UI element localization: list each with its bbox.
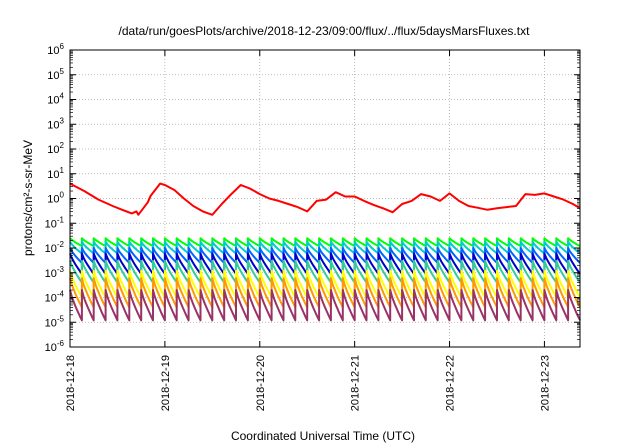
y-tick-label: 106 bbox=[47, 42, 64, 57]
y-tick-label: 101 bbox=[47, 166, 64, 181]
y-tick-label: 10-3 bbox=[45, 265, 65, 280]
x-tick-label: 2018-12-20 bbox=[255, 355, 267, 411]
x-tick-label: 2018-12-18 bbox=[65, 355, 77, 411]
series-line-3 bbox=[69, 247, 581, 264]
y-tick-label: 10-6 bbox=[45, 339, 65, 354]
y-tick-label: 104 bbox=[47, 92, 64, 107]
series-line-4 bbox=[69, 252, 581, 275]
series-group bbox=[69, 182, 581, 322]
series-line-7 bbox=[69, 277, 581, 309]
y-tick-label: 10-2 bbox=[45, 240, 65, 255]
series-line-1 bbox=[69, 237, 581, 247]
x-tick-label: 2018-12-19 bbox=[160, 355, 172, 411]
y-tick-label: 100 bbox=[47, 191, 64, 206]
y-tick-label: 105 bbox=[47, 67, 64, 82]
grid bbox=[70, 50, 580, 347]
series-line-5 bbox=[69, 259, 581, 284]
series-line-6 bbox=[69, 269, 581, 299]
series-line-2 bbox=[69, 240, 581, 255]
y-tick-label: 10-4 bbox=[45, 290, 65, 305]
y-tick-label: 102 bbox=[47, 141, 64, 156]
x-tick-label: 2018-12-22 bbox=[445, 355, 457, 411]
x-axis-label: Coordinated Universal Time (UTC) bbox=[231, 429, 415, 443]
series-line-0 bbox=[69, 182, 581, 216]
chart-title: /data/run/goesPlots/archive/2018-12-23/0… bbox=[119, 24, 531, 38]
y-axis-label: protons/cm²-s-sr-MeV bbox=[21, 140, 35, 256]
y-axis: 10-6 10-5 10-4 10-3 10-2 10-1 100 101 102 103 104 1… bbox=[45, 42, 580, 354]
x-axis: 2018-12-18 2018-12-19 2018-12-20 2018-12-21… bbox=[65, 50, 551, 411]
series-line-8 bbox=[69, 289, 581, 322]
y-tick-label: 10-1 bbox=[45, 215, 65, 230]
y-tick-label: 10-5 bbox=[45, 314, 65, 329]
x-tick-label: 2018-12-23 bbox=[539, 355, 551, 411]
x-tick-label: 2018-12-21 bbox=[350, 355, 362, 411]
y-tick-label: 103 bbox=[47, 116, 64, 131]
